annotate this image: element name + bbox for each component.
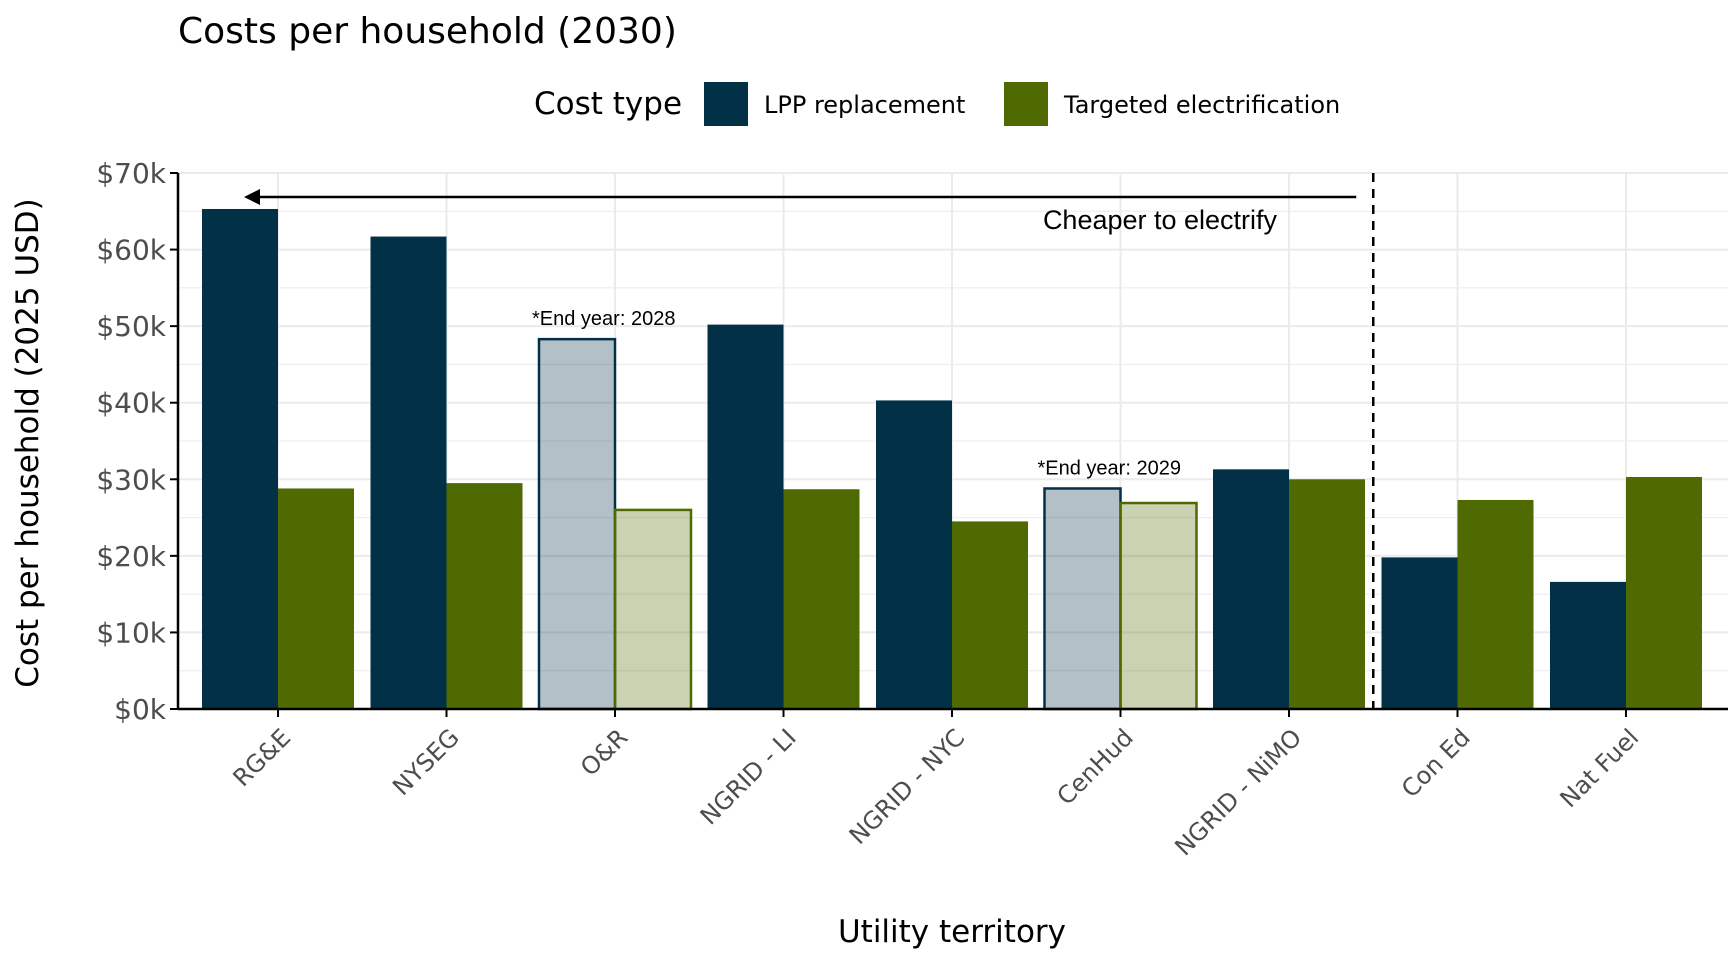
y-tick-label: $70k	[96, 157, 166, 190]
bar-lpp-replacement-nat-fuel	[1550, 581, 1626, 709]
bar-targeted-electrification-oandr	[613, 508, 693, 711]
axes	[170, 172, 1728, 717]
x-tick-label-nat-fuel: Nat Fuel	[1555, 723, 1645, 813]
y-tick-label: $60k	[96, 234, 166, 267]
bar-lpp-replacement-oandr	[537, 337, 617, 711]
y-tick-label: $0k	[114, 693, 167, 726]
legend: Cost type LPP replacement Targeted elect…	[534, 82, 1340, 126]
x-axis-title: Utility territory	[838, 914, 1066, 950]
x-tick-label-ngrid-nyc: NGRID - NYC	[844, 723, 970, 849]
legend-title: Cost type	[534, 86, 682, 122]
x-tick-label-oandr: O&R	[575, 723, 633, 781]
y-tick-labels: $0k $10k $20k $30k $40k $50k $60k $70k	[96, 157, 166, 726]
bar-lpp-replacement-rgande	[202, 208, 278, 709]
arrow-label: Cheaper to electrify	[1043, 205, 1278, 235]
bar-lpp-replacement-nyseg	[370, 236, 447, 709]
bar-targeted-electrification-cenhud	[1119, 501, 1198, 711]
bar-lpp-replacement-ngrid-li	[707, 324, 784, 709]
bar-targeted-electrification-rgande	[278, 488, 354, 709]
legend-label-targeted-electrification: Targeted electrification	[1063, 91, 1340, 119]
x-tick-label-con-ed: Con Ed	[1396, 723, 1476, 803]
x-tick-label-nyseg: NYSEG	[387, 723, 465, 801]
legend-label-lpp-replacement: LPP replacement	[764, 91, 965, 119]
annotation-end-year-cenhud: *End year: 2029	[1038, 457, 1181, 479]
x-tick-label-cenhud: CenHud	[1052, 723, 1139, 810]
bar-lpp-replacement-ngrid-nimo	[1213, 469, 1289, 709]
y-tick-label: $50k	[96, 310, 166, 343]
bar-targeted-electrification-ngrid-nyc	[952, 521, 1028, 709]
bar-targeted-electrification-ngrid-nimo	[1289, 479, 1365, 709]
chart-title: Costs per household (2030)	[178, 11, 677, 52]
y-tick-label: $10k	[96, 616, 166, 649]
x-tick-label-rgande: RG&E	[228, 723, 297, 792]
x-tick-labels: RG&E NYSEG O&R NGRID - LI NGRID - NYC CenHud N…	[228, 723, 1645, 861]
y-tick-label: $40k	[96, 387, 166, 420]
y-axis-title: Cost per household (2025 USD)	[10, 198, 46, 688]
y-tick-label: $30k	[96, 463, 166, 496]
x-tick-label-ngrid-li: NGRID - LI	[695, 723, 802, 830]
bar-targeted-electrification-ngrid-li	[783, 489, 860, 709]
y-tick-label: $20k	[96, 540, 166, 573]
legend-swatch-targeted-electrification	[1004, 82, 1048, 126]
bar-lpp-replacement-ngrid-nyc	[876, 400, 952, 709]
bar-targeted-electrification-nat-fuel	[1626, 476, 1702, 709]
bar-lpp-replacement-con-ed	[1381, 557, 1458, 709]
bar-targeted-electrification-con-ed	[1457, 499, 1534, 709]
annotations: *End year: 2028 *End year: 2029 Cheaper to…	[244, 173, 1375, 709]
bars	[202, 208, 1702, 711]
bar-targeted-electrification-nyseg	[446, 483, 523, 709]
bar-lpp-replacement-cenhud	[1043, 487, 1122, 711]
x-tick-label-ngrid-nimo: NGRID - NiMO	[1169, 723, 1307, 861]
legend-swatch-lpp-replacement	[704, 82, 748, 126]
arrow-head	[244, 189, 260, 205]
annotation-end-year-oandr: *End year: 2028	[532, 308, 675, 330]
